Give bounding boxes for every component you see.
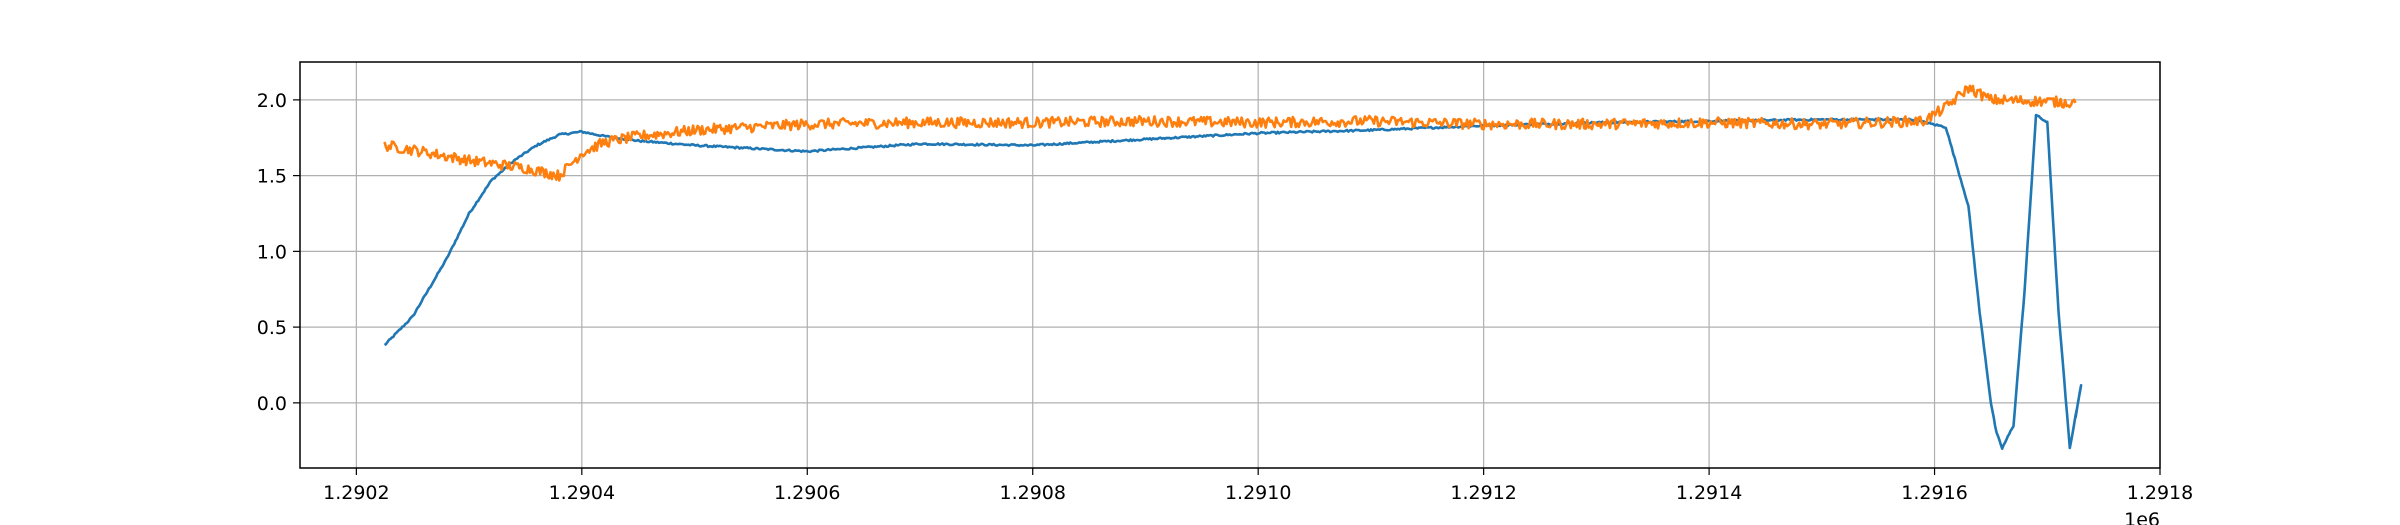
x-tick-label: 1.2906 xyxy=(774,482,840,504)
axis-ticks: 1.2902 1.2904 1.2906 1.2908 1.2910 1.2912 1.29… xyxy=(257,90,2193,504)
x-axis-offset-label: 1e6 xyxy=(2124,509,2160,525)
x-tick-label: 1.2904 xyxy=(549,482,615,504)
x-tick-label: 1.2910 xyxy=(1225,482,1291,504)
y-tick-label: 2.0 xyxy=(257,90,287,112)
y-tick-label: 1.0 xyxy=(257,241,287,263)
x-tick-label: 1.2912 xyxy=(1450,482,1516,504)
x-tick-label: 1.2918 xyxy=(2127,482,2193,504)
series-line-1 xyxy=(383,113,2083,451)
y-tick-label: 0.5 xyxy=(257,317,287,339)
x-tick-label: 1.2908 xyxy=(999,482,1065,504)
y-tick-label: 1.5 xyxy=(257,166,287,188)
plot-frame xyxy=(299,61,2161,469)
y-tick-label: 0.0 xyxy=(257,393,287,415)
series-layer xyxy=(383,84,2083,451)
x-tick-label: 1.2916 xyxy=(1901,482,1967,504)
x-tick-label: 1.2902 xyxy=(323,482,389,504)
series-line-2 xyxy=(383,84,2077,182)
x-tick-label: 1.2914 xyxy=(1676,482,1742,504)
